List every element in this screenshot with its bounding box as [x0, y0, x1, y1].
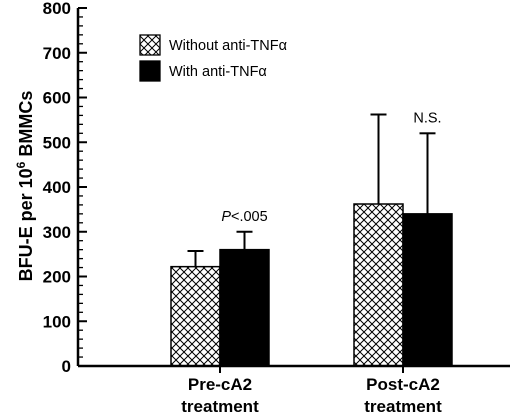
- y-tick-label: 700: [43, 44, 71, 63]
- y-tick-label: 300: [43, 223, 71, 242]
- bar: [170, 265, 221, 367]
- bar: [219, 248, 270, 367]
- y-tick-label: 200: [43, 268, 71, 287]
- annotations-layer: P<.005 N.S.: [221, 110, 441, 224]
- svg-text:BFU-E per 106 BMMCs: BFU-E per 106 BMMCs: [14, 91, 36, 282]
- y-axis-label: BFU-E per 106 BMMCs: [14, 91, 36, 282]
- error-bars-layer: [187, 113, 436, 267]
- legend-label: With anti-TNFα: [169, 64, 267, 80]
- y-axis-ticks: 0 100 200 300 400 500 600 700 800: [43, 0, 87, 376]
- annotation-label: N.S.: [413, 110, 441, 126]
- x-category-label: treatment: [181, 397, 259, 416]
- x-category-labels: Pre-cA2 treatment Post-cA2 treatment: [181, 366, 442, 416]
- y-tick-label: 600: [43, 89, 71, 108]
- legend-swatch: [139, 60, 161, 82]
- legend: Without anti-TNFα With anti-TNFα: [139, 34, 287, 82]
- y-tick-label: 800: [43, 0, 71, 18]
- annotation-label: P<.005: [221, 209, 267, 225]
- bar: [402, 213, 453, 367]
- bars-layer: [170, 203, 453, 367]
- legend-label: Without anti-TNFα: [169, 38, 287, 54]
- x-category-label: Pre-cA2: [188, 375, 252, 394]
- y-tick-label: 100: [43, 312, 71, 331]
- y-tick-label: 0: [62, 357, 71, 376]
- y-tick-label: 500: [43, 133, 71, 152]
- legend-swatch: [139, 34, 161, 56]
- x-category-label: treatment: [364, 397, 442, 416]
- axes: [76, 8, 510, 368]
- bar: [353, 203, 404, 367]
- y-tick-label: 400: [43, 178, 71, 197]
- x-category-label: Post-cA2: [366, 375, 440, 394]
